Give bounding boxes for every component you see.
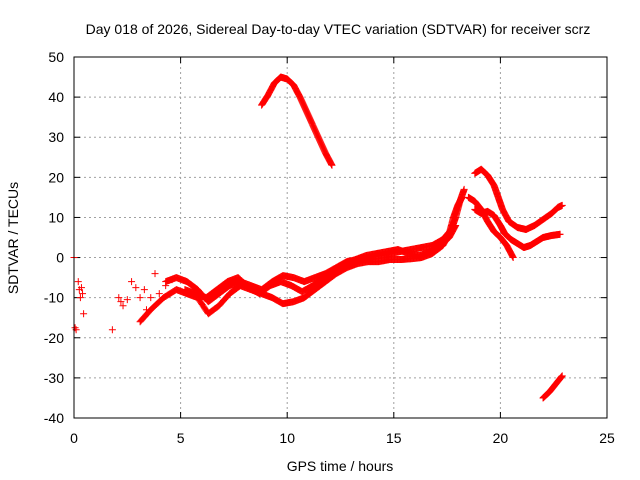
y-axis-label: SDTVAR / TECUs xyxy=(5,182,21,294)
data-point-marker xyxy=(74,278,82,286)
data-point-marker xyxy=(140,286,148,294)
series-isolated-early-points xyxy=(70,254,176,334)
series-upper-arc xyxy=(258,73,336,169)
y-tick-label: 50 xyxy=(48,49,64,65)
data-point-marker xyxy=(123,296,131,304)
x-tick-label: 20 xyxy=(493,430,509,446)
series-pass-A xyxy=(136,193,466,326)
data-point-marker xyxy=(117,298,125,306)
x-tick-label: 5 xyxy=(177,430,185,446)
data-point-marker xyxy=(128,278,136,286)
y-tick-label: 30 xyxy=(48,129,64,145)
data-point-marker xyxy=(119,302,127,310)
data-point-marker xyxy=(452,221,460,229)
data-series xyxy=(70,73,566,402)
data-point-marker xyxy=(132,284,140,292)
data-point-marker xyxy=(151,270,159,278)
x-axis-label: GPS time / hours xyxy=(287,458,394,474)
series-late-upper xyxy=(471,165,566,233)
data-point-marker xyxy=(155,290,163,298)
y-tick-label: -40 xyxy=(44,410,64,426)
data-point-marker xyxy=(460,185,468,193)
plot-frame xyxy=(73,56,608,419)
data-point-marker xyxy=(80,310,88,318)
series-late-mid xyxy=(464,193,517,262)
y-tick-label: 0 xyxy=(56,250,64,266)
data-point-marker xyxy=(558,201,566,209)
data-point-marker xyxy=(556,230,564,238)
data-point-marker xyxy=(77,284,85,292)
data-point-marker xyxy=(108,326,116,334)
y-tick-label: 40 xyxy=(48,89,64,105)
x-tick-label: 15 xyxy=(386,430,402,446)
data-point-marker xyxy=(136,294,144,302)
y-tick-label: 20 xyxy=(48,169,64,185)
x-tick-label: 0 xyxy=(70,430,78,446)
grid-lines xyxy=(74,57,607,418)
data-point-marker xyxy=(147,294,155,302)
y-tick-label: -20 xyxy=(44,330,64,346)
y-tick-label: -30 xyxy=(44,370,64,386)
data-point-marker xyxy=(509,254,517,262)
data-point-marker xyxy=(79,290,87,298)
data-point-marker xyxy=(558,372,566,380)
y-tick-label: 10 xyxy=(48,209,64,225)
series-pass-C xyxy=(181,221,460,302)
y-tick-label: -10 xyxy=(44,290,64,306)
data-point-marker xyxy=(76,294,84,302)
series-late-bottom xyxy=(539,372,566,402)
data-point-marker xyxy=(328,161,336,169)
data-point-marker xyxy=(115,294,123,302)
x-tick-label: 25 xyxy=(599,430,615,446)
x-tick-label: 10 xyxy=(279,430,295,446)
chart-title: Day 018 of 2026, Sidereal Day-to-day VTE… xyxy=(86,21,591,37)
